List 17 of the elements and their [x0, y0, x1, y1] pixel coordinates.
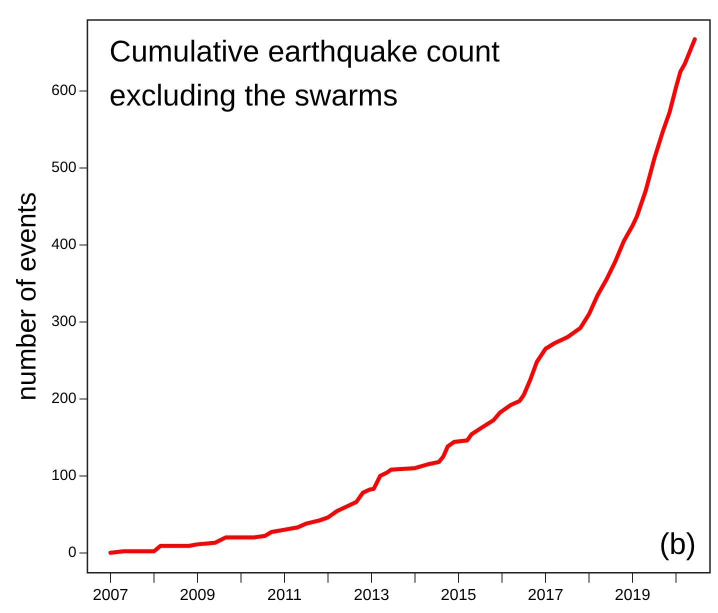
x-tick-label: 2011 — [267, 586, 302, 604]
y-tick-label: 600 — [51, 82, 76, 99]
x-tick-label: 2019 — [614, 586, 650, 604]
x-tick-label: 2013 — [354, 586, 390, 604]
y-tick-label: 400 — [51, 236, 76, 253]
y-tick-label: 300 — [51, 312, 76, 330]
x-tick-label: 2015 — [440, 586, 476, 604]
x-tick-label: 2009 — [180, 586, 216, 604]
y-axis-title: number of events — [12, 192, 42, 401]
x-tick-label: 2017 — [528, 586, 564, 604]
x-tick-label: 2007 — [92, 586, 128, 604]
y-tick-label: 100 — [51, 466, 76, 484]
y-tick-label: 500 — [51, 158, 76, 176]
annotation: (b) — [659, 528, 696, 562]
text: Cumulative earthquake count excluding the swarms — [109, 35, 500, 112]
y-tick-label: 0 — [68, 544, 76, 561]
y-tick-label: 200 — [51, 390, 76, 407]
